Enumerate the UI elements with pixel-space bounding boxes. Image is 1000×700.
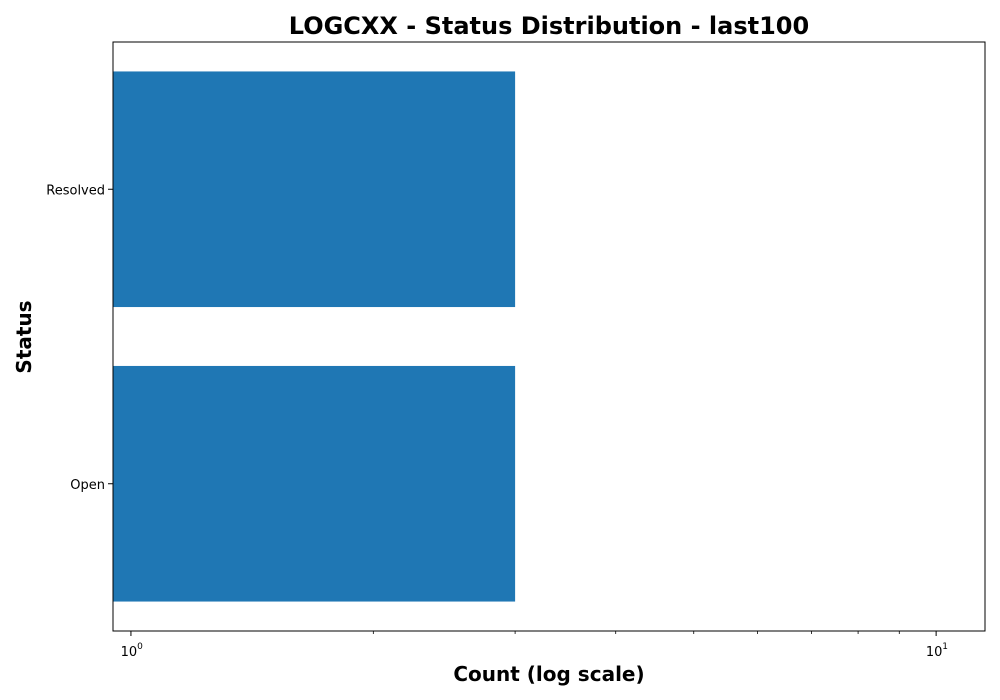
plot-frame <box>112 41 986 632</box>
y-tick-label-open: Open <box>70 478 105 493</box>
x-axis-ticks: 10 0 10 1 <box>121 631 948 660</box>
y-tick-label-resolved: Resolved <box>46 183 105 198</box>
x-tick-label-exponent: 1 <box>942 642 948 652</box>
y-axis-ticks: Resolved Open <box>46 183 113 493</box>
bars-layer <box>113 71 516 602</box>
bar-open <box>113 365 516 602</box>
x-tick-label: 10 <box>926 645 943 660</box>
bar-resolved <box>113 71 516 308</box>
x-axis-label: Count (log scale) <box>453 662 644 686</box>
x-tick-label: 10 <box>121 645 138 660</box>
x-tick-label-exponent: 0 <box>137 642 143 652</box>
y-axis-label: Status <box>12 300 36 373</box>
chart-title: LOGCXX - Status Distribution - last100 <box>289 12 809 40</box>
